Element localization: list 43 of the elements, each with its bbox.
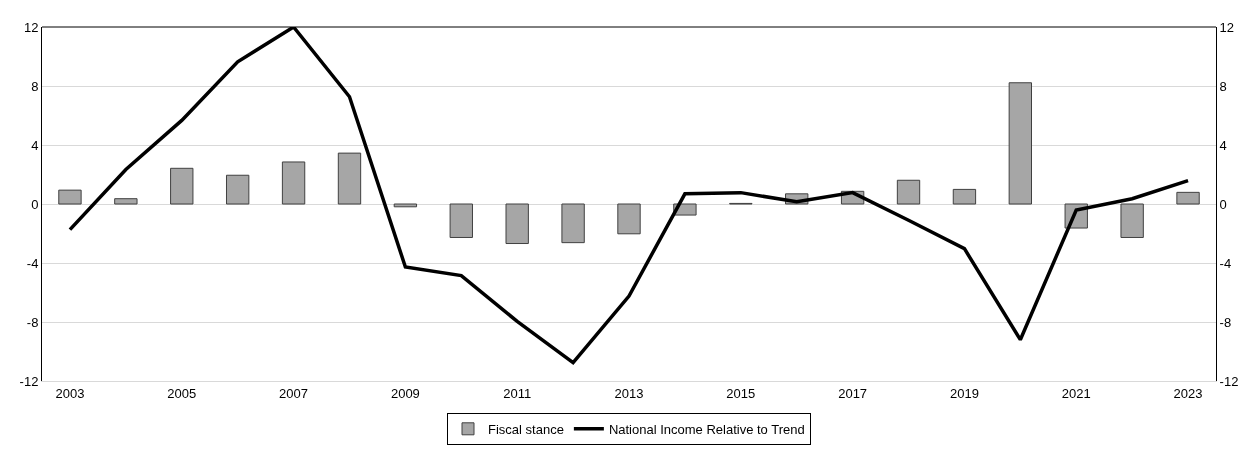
y-tick-label: 8 — [31, 78, 39, 94]
bar — [337, 152, 362, 205]
bar — [505, 203, 529, 245]
y2-tick-label: 8 — [1219, 78, 1227, 94]
bar — [393, 203, 418, 208]
y-tick-label: -8 — [26, 314, 39, 330]
x-tick-label: 2015 — [726, 385, 756, 401]
x-tick-label: 2007 — [279, 385, 309, 401]
x-tick-label: 2003 — [55, 385, 85, 401]
bar — [1008, 82, 1033, 205]
x-tick-label: 2009 — [390, 385, 420, 401]
x-tick-label: 2021 — [1061, 385, 1091, 401]
bar — [281, 161, 306, 205]
bar — [114, 198, 138, 205]
x-tick-label: 2011 — [503, 385, 532, 401]
x-tick-label: 2005 — [167, 385, 197, 401]
y2-tick-label: 12 — [1219, 19, 1235, 35]
y2-tick-label: -8 — [1219, 314, 1232, 330]
x-tick-label: 2013 — [614, 385, 644, 401]
legend-label: Fiscal stance — [488, 421, 564, 437]
bar — [561, 203, 585, 244]
y2-tick-label: -12 — [1219, 373, 1239, 389]
y-tick-label: 0 — [31, 196, 39, 212]
x-tick-label: 2019 — [949, 385, 979, 401]
bar — [58, 189, 82, 205]
bar — [1120, 203, 1144, 238]
bar — [896, 179, 921, 205]
y-tick-label: 12 — [23, 19, 39, 35]
y2-tick-label: 4 — [1219, 137, 1227, 153]
bar — [617, 203, 641, 235]
x-tick-label: 2017 — [838, 385, 868, 401]
y-tick-label: -4 — [26, 255, 39, 271]
y2-tick-label: -4 — [1219, 255, 1232, 271]
bar — [170, 167, 194, 205]
legend-label: National Income Relative to Trend — [608, 421, 805, 437]
bar — [952, 188, 977, 205]
bar — [225, 174, 250, 205]
bar — [1176, 191, 1200, 205]
y2-tick-label: 0 — [1219, 196, 1227, 212]
bar — [449, 203, 473, 238]
x-tick-label: 2023 — [1173, 385, 1203, 401]
y-tick-label: 4 — [31, 137, 39, 153]
y-tick-label: -12 — [19, 373, 39, 389]
